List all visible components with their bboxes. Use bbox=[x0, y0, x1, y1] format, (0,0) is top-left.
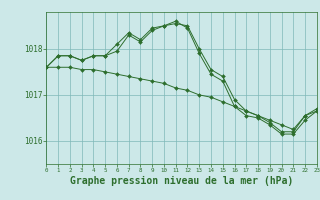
X-axis label: Graphe pression niveau de la mer (hPa): Graphe pression niveau de la mer (hPa) bbox=[70, 176, 293, 186]
